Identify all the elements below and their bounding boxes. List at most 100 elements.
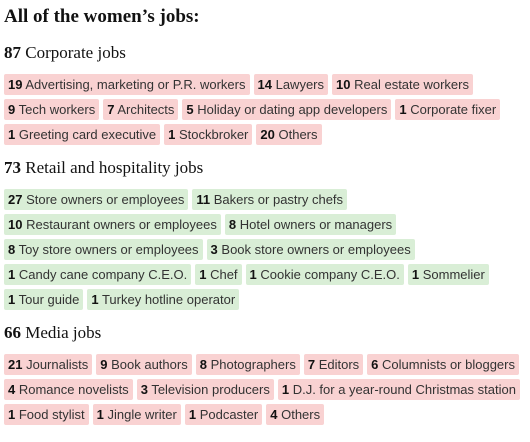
- job-tag: 1 Turkey hotline operator: [87, 289, 240, 310]
- job-count: 7: [107, 102, 115, 117]
- job-tag: 9 Tech workers: [4, 99, 100, 120]
- job-tag: 7 Architects: [103, 99, 179, 120]
- page: All of the women’s jobs: 87 Corporate jo…: [0, 4, 530, 442]
- section-header: 66 Media jobs: [4, 322, 530, 344]
- job-tag: 9 Book authors: [96, 354, 192, 375]
- job-tag: 1 Corporate fixer: [395, 99, 501, 120]
- job-tag: 14 Lawyers: [253, 74, 329, 95]
- job-label: Others: [281, 407, 321, 422]
- job-label: Candy cane company C.E.O.: [18, 267, 188, 282]
- job-label: Tech workers: [18, 102, 96, 117]
- job-tag: 4 Romance novelists: [4, 379, 133, 400]
- job-label: Store owners or employees: [26, 192, 185, 207]
- job-count: 20: [260, 127, 275, 142]
- job-count: 9: [100, 357, 108, 372]
- job-label: Toy store owners or employees: [18, 242, 199, 257]
- tag-row: 1 Greeting card executive 1 Stockbroker 20…: [4, 124, 530, 145]
- job-label: Bakers or pastry chefs: [213, 192, 344, 207]
- tag-row: 8 Toy store owners or employees 3 Book st…: [4, 239, 530, 260]
- job-label: Food stylist: [18, 407, 85, 422]
- tag-row: 1 Candy cane company C.E.O. 1 Chef 1 Cooki…: [4, 264, 530, 285]
- job-tag: 8 Photographers: [195, 354, 300, 375]
- job-count: 1: [411, 267, 420, 282]
- job-label: Television producers: [151, 382, 270, 397]
- job-count: 1: [168, 127, 176, 142]
- job-label: Others: [278, 127, 318, 142]
- job-label: Hotel owners or managers: [239, 217, 393, 232]
- job-count: 7: [307, 357, 316, 372]
- job-label: Photographers: [210, 357, 296, 372]
- job-label: Advertising, marketing or P.R. workers: [25, 77, 246, 92]
- job-label: Stockbroker: [179, 127, 249, 142]
- job-label: Tour guide: [18, 292, 80, 307]
- job-label: Jingle writer: [107, 407, 177, 422]
- job-count: 21: [8, 357, 23, 372]
- job-tag: 1 Candy cane company C.E.O.: [4, 264, 192, 285]
- job-count: 1: [199, 267, 207, 282]
- job-count: 1: [96, 407, 104, 422]
- job-tag: 8 Hotel owners or managers: [224, 214, 397, 235]
- job-label: Romance novelists: [18, 382, 129, 397]
- section-label: Media jobs: [25, 323, 102, 342]
- job-label: Book authors: [111, 357, 188, 372]
- job-tag: 1 Tour guide: [4, 289, 84, 310]
- job-tag: 1 D.J. for a year-round Christmas statio…: [277, 379, 520, 400]
- tag-row: 4 Romance novelists 3 Television producer…: [4, 379, 530, 400]
- job-label: Architects: [117, 102, 175, 117]
- job-label: Podcaster: [199, 407, 259, 422]
- tag-row: 27 Store owners or employees 11 Bakers or…: [4, 189, 530, 210]
- job-count: 1: [8, 127, 16, 142]
- job-tag: 1 Sommelier: [407, 264, 489, 285]
- job-count: 9: [8, 102, 16, 117]
- section-header: 87 Corporate jobs: [4, 42, 530, 64]
- job-count: 3: [210, 242, 218, 257]
- job-tag: 1 Podcaster: [184, 404, 263, 425]
- job-label: Corporate fixer: [410, 102, 497, 117]
- job-tag: 21 Journalists: [4, 354, 93, 375]
- job-count: 19: [8, 77, 23, 92]
- job-count: 1: [8, 292, 16, 307]
- job-tag: 3 Book store owners or employees: [206, 239, 415, 260]
- job-count: 1: [249, 267, 257, 282]
- job-tag: 1 Stockbroker: [164, 124, 253, 145]
- tag-row: 21 Journalists 9 Book authors 8 Photograph…: [4, 354, 530, 375]
- tag-row: 9 Tech workers 7 Architects 5 Holiday or d…: [4, 99, 530, 120]
- job-count: 14: [257, 77, 272, 92]
- job-label: Book store owners or employees: [221, 242, 411, 257]
- job-label: Chef: [210, 267, 238, 282]
- job-count: 10: [336, 77, 351, 92]
- job-tag: 8 Toy store owners or employees: [4, 239, 203, 260]
- section-count: 66: [4, 323, 21, 342]
- sections: 87 Corporate jobs 19 Advertising, marketi…: [4, 42, 530, 425]
- job-count: 1: [281, 382, 290, 397]
- job-label: Columnists or bloggers: [382, 357, 515, 372]
- section-label: Retail and hospitality jobs: [25, 158, 204, 177]
- title: All of the women’s jobs:: [4, 6, 200, 27]
- job-label: Holiday or dating app developers: [197, 102, 388, 117]
- job-label: Greeting card executive: [18, 127, 157, 142]
- job-count: 4: [8, 382, 16, 397]
- job-tag: 10 Restaurant owners or employees: [4, 214, 221, 235]
- section-count: 73: [4, 158, 21, 177]
- job-count: 1: [8, 407, 16, 422]
- job-count: 1: [91, 292, 99, 307]
- job-tag: 11 Bakers or pastry chefs: [192, 189, 348, 210]
- job-tag: 1 Jingle writer: [92, 404, 181, 425]
- job-count: 1: [399, 102, 407, 117]
- job-tag: 1 Greeting card executive: [4, 124, 161, 145]
- job-label: Real estate workers: [354, 77, 469, 92]
- job-tag: 1 Chef: [195, 264, 242, 285]
- job-label: Sommelier: [422, 267, 485, 282]
- job-count: 4: [270, 407, 278, 422]
- job-count: 11: [196, 192, 211, 207]
- job-label: Journalists: [26, 357, 89, 372]
- job-count: 8: [199, 357, 207, 372]
- job-tag: 27 Store owners or employees: [4, 189, 189, 210]
- job-label: Editors: [318, 357, 360, 372]
- job-count: 1: [8, 267, 16, 282]
- job-label: Cookie company C.E.O.: [260, 267, 400, 282]
- job-count: 10: [8, 217, 23, 232]
- job-count: 6: [371, 357, 379, 372]
- job-tag: 10 Real estate workers: [332, 74, 473, 95]
- section-header: 73 Retail and hospitality jobs: [4, 157, 530, 179]
